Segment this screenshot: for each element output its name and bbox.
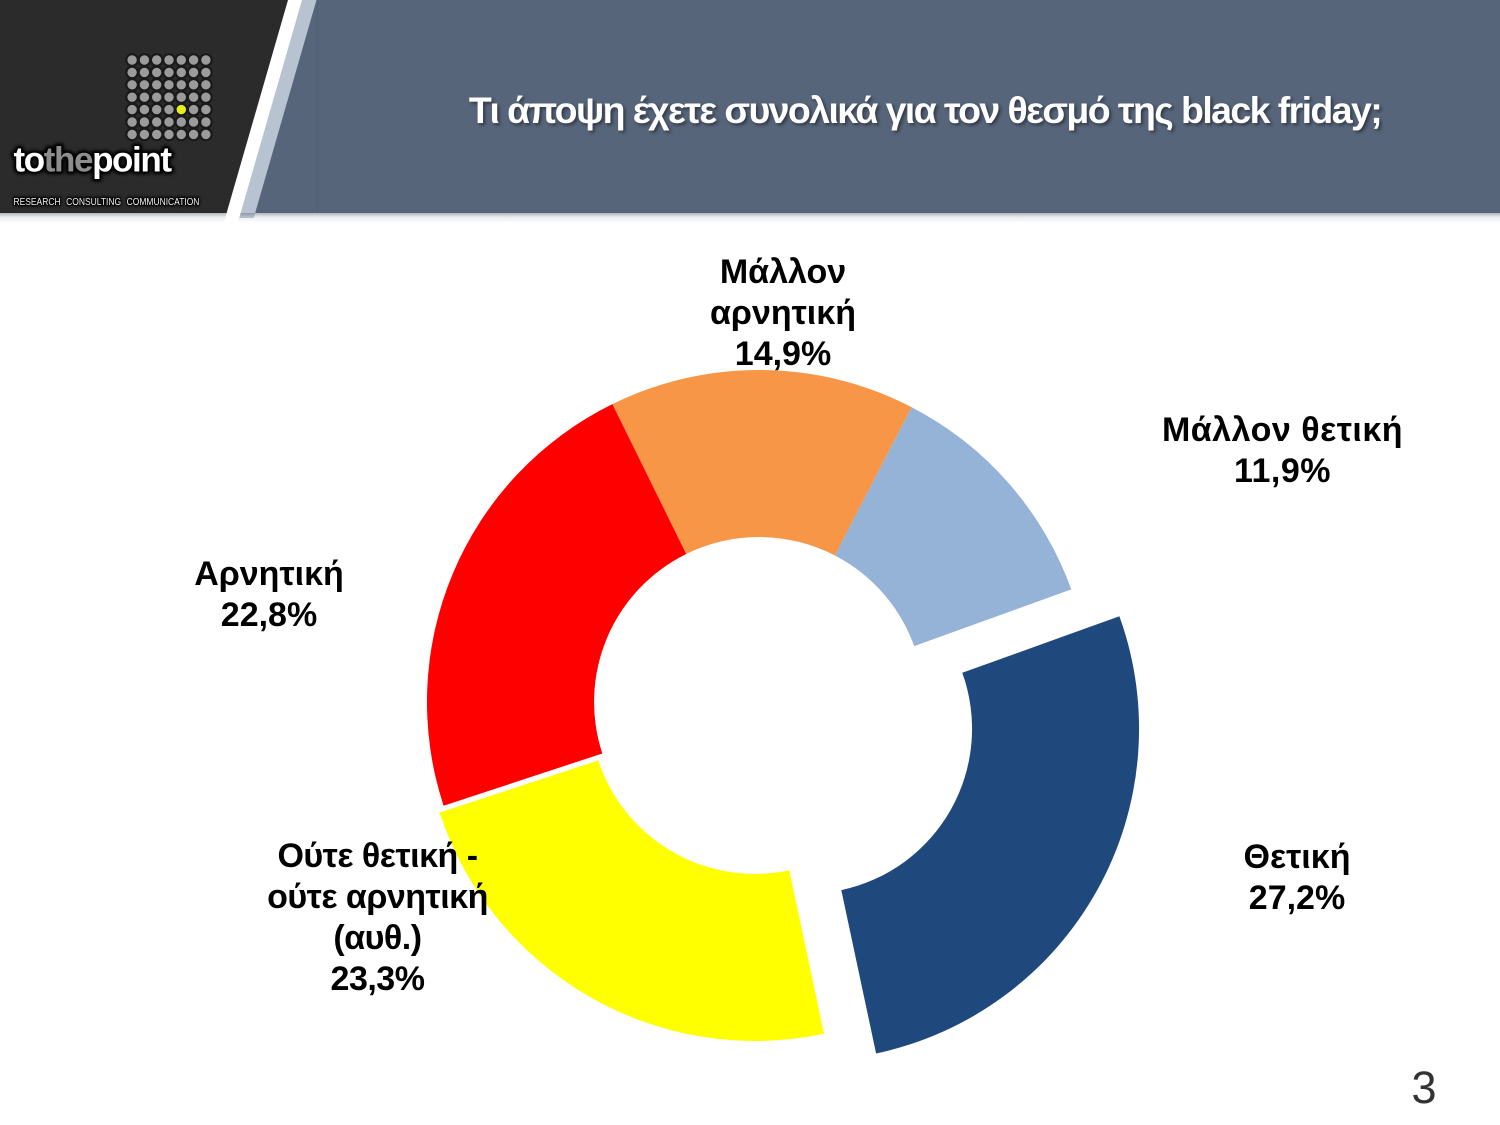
svg-text:tothepoint: tothepoint: [14, 140, 173, 179]
svg-text:RESEARCH CONSULTING COMMUNICAT: RESEARCH CONSULTING COMMUNICATION: [13, 196, 199, 208]
svg-text:RESEARCH CONSULTING COMMUNICAT: RESEARCH CONSULTING COMMUNICATION: [13, 196, 199, 208]
svg-text:tothepoint: tothepoint: [14, 140, 173, 179]
